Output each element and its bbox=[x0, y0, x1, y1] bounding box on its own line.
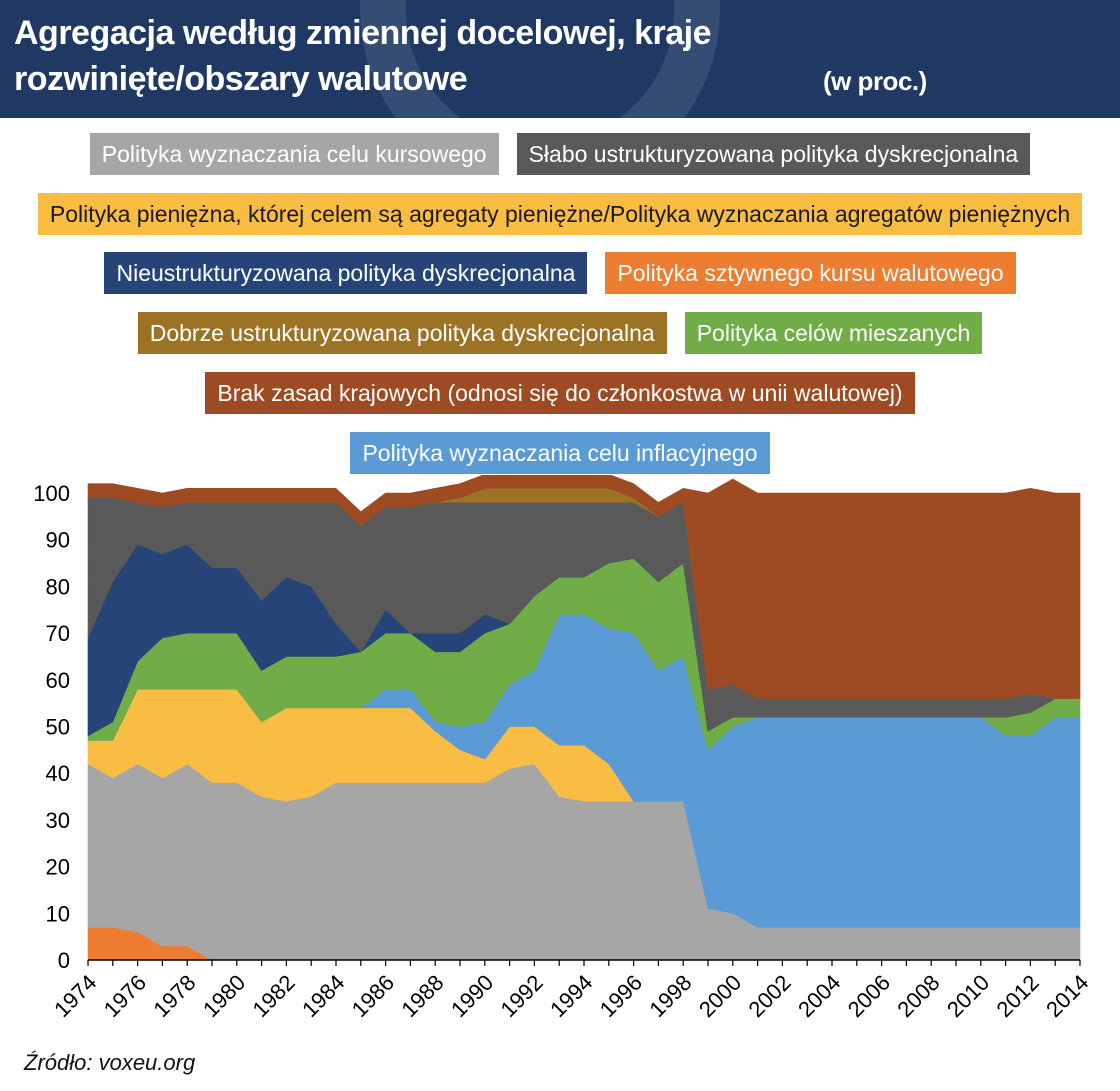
legend-item: Polityka wyznaczania celu kursowego bbox=[89, 133, 499, 175]
legend-row: Polityka wyznaczania celu kursowego Słabo… bbox=[0, 133, 1120, 175]
source-note: Źródło: voxeu.org bbox=[24, 1050, 196, 1075]
x-tick-label: 1996 bbox=[595, 970, 647, 1022]
x-tick-label: 1978 bbox=[148, 970, 200, 1022]
legend-item: Polityka pieniężna, której celem są agre… bbox=[37, 193, 1083, 235]
x-tick-label: 2014 bbox=[1041, 970, 1093, 1022]
x-tick-label: 2004 bbox=[793, 970, 845, 1022]
y-tick-label: 100 bbox=[33, 481, 70, 506]
x-tick-label: 1982 bbox=[248, 970, 300, 1022]
x-tick-label: 1974 bbox=[49, 970, 101, 1022]
y-tick-label: 70 bbox=[46, 621, 70, 646]
legend-item: Dobrze ustrukturyzowana polityka dyskrec… bbox=[137, 312, 667, 354]
legend-row: Nieustrukturyzowana polityka dyskrecjona… bbox=[0, 252, 1120, 294]
x-tick-label: 2008 bbox=[892, 970, 944, 1022]
x-tick-label: 2010 bbox=[942, 970, 994, 1022]
y-tick-label: 80 bbox=[46, 574, 70, 599]
x-tick-label: 1976 bbox=[99, 970, 151, 1022]
x-tick-label: 1992 bbox=[496, 970, 548, 1022]
stacked-area-chart: 0102030405060708090100197419761978198019… bbox=[33, 475, 1093, 1022]
header-banner: Agregacja według zmiennej docelowej, kra… bbox=[0, 0, 1120, 118]
x-tick-label: 1980 bbox=[198, 970, 250, 1022]
x-tick-label: 1986 bbox=[347, 970, 399, 1022]
chart-title: Agregacja według zmiennej docelowej, kra… bbox=[14, 10, 927, 104]
area-series-8 bbox=[87, 475, 1081, 699]
x-tick-label: 2012 bbox=[992, 970, 1044, 1022]
x-tick-label: 2000 bbox=[694, 970, 746, 1022]
y-tick-label: 20 bbox=[46, 855, 70, 880]
legend-row: Polityka wyznaczania celu inflacyjnego bbox=[0, 432, 1120, 474]
legend-item: Nieustrukturyzowana polityka dyskrecjona… bbox=[104, 252, 588, 294]
x-tick-label: 1994 bbox=[545, 970, 597, 1022]
legend-row: Dobrze ustrukturyzowana polityka dyskrec… bbox=[0, 312, 1120, 354]
x-tick-label: 2006 bbox=[843, 970, 895, 1022]
legend-row: Brak zasad krajowych (odnosi się do czło… bbox=[0, 372, 1120, 414]
legend-item: Polityka sztywnego kursu walutowego bbox=[605, 252, 1016, 294]
x-tick-label: 2002 bbox=[744, 970, 796, 1022]
decorative-circle-logo bbox=[360, 0, 720, 118]
legend-item: Słabo ustrukturyzowana polityka dyskrecj… bbox=[516, 133, 1031, 175]
y-tick-label: 30 bbox=[46, 808, 70, 833]
chart-unit: (w proc.) bbox=[822, 66, 927, 96]
legend-item: Polityka wyznaczania celu inflacyjnego bbox=[350, 432, 770, 474]
y-tick-label: 60 bbox=[46, 668, 70, 693]
y-tick-label: 0 bbox=[58, 948, 70, 973]
y-tick-label: 90 bbox=[46, 528, 70, 553]
chart-title-text: Agregacja według zmiennej docelowej, kra… bbox=[14, 14, 712, 98]
x-tick-label: 1988 bbox=[396, 970, 448, 1022]
x-tick-label: 1998 bbox=[644, 970, 696, 1022]
legend-item: Brak zasad krajowych (odnosi się do czło… bbox=[205, 372, 915, 414]
y-tick-label: 50 bbox=[46, 715, 70, 740]
x-tick-label: 1990 bbox=[446, 970, 498, 1022]
y-tick-label: 10 bbox=[46, 901, 70, 926]
x-tick-label: 1984 bbox=[297, 970, 349, 1022]
y-tick-label: 40 bbox=[46, 761, 70, 786]
legend-row: Polityka pieniężna, której celem są agre… bbox=[0, 193, 1120, 235]
legend-item: Polityka celów mieszanych bbox=[684, 312, 983, 354]
